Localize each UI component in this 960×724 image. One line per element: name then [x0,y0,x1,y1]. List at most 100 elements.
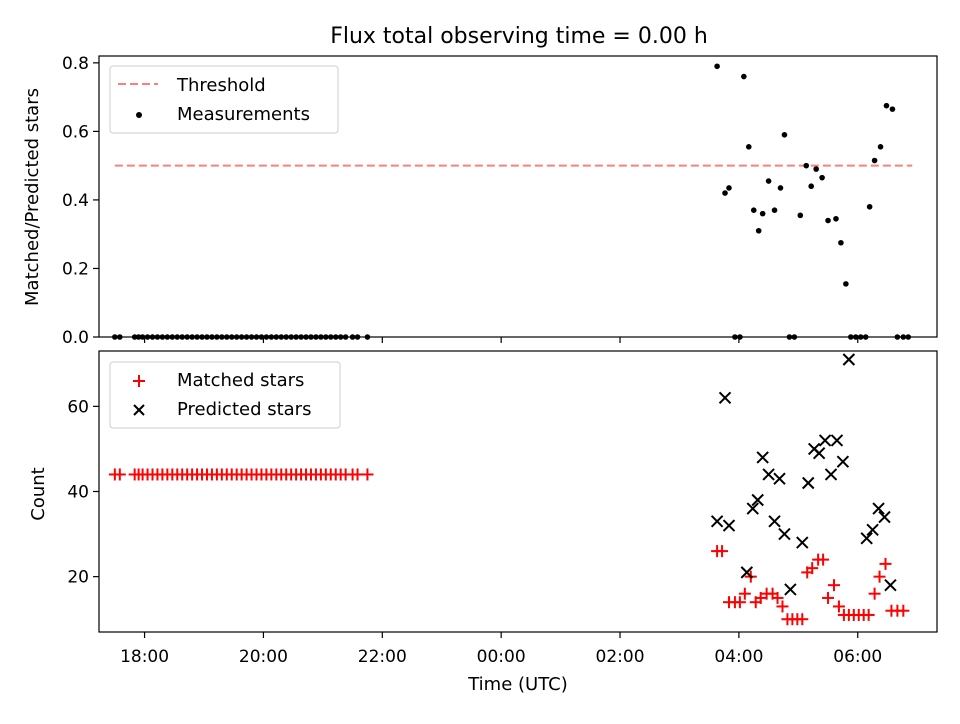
predicted-star-point [812,446,826,460]
measurement-point [877,144,884,150]
predicted-star-point [884,578,897,592]
chart-title: Flux total observing time = 0.00 h [330,24,708,49]
measurement-point [164,334,171,340]
measurement-point [737,334,743,340]
measurement-point [808,183,815,190]
measurement-point [327,334,334,340]
top-axes-frame [98,55,938,338]
measurement-point [857,334,864,340]
measurement-point [313,334,319,340]
measurement-point [243,334,250,340]
matched-star-point [822,591,835,604]
measurement-point [263,334,270,340]
bottom-legend-box [109,361,341,429]
measurement-point [318,334,324,340]
measurement-point [189,334,195,340]
measurement-point [135,334,142,340]
measurement-point [199,334,205,340]
top-ytick-label: 0.6 [62,122,89,142]
top-panel: 0.00.20.40.60.8 Matched/Predicted stars … [22,54,938,348]
measurement-point [268,334,275,340]
xtick-label: 06:00 [833,647,882,667]
measurement-point [848,334,854,340]
matched-star-point [897,604,910,617]
measurement-point [866,203,873,210]
xtick-label: 04:00 [714,647,763,667]
measurement-point [862,334,869,340]
xtick-label: 02:00 [596,647,645,667]
predicted-star-point [756,451,769,464]
top-ytick-label: 0.2 [62,259,89,279]
matched-legend-label: Matched stars [177,370,304,391]
measurement-point [194,334,200,340]
predicted-star-point [784,583,797,596]
measurement-point [293,334,299,340]
measurement-point [214,334,220,340]
matched-star-point [771,591,784,604]
measurement-point [131,334,138,340]
matched-star-point [832,600,845,613]
predicted-star-point [778,527,791,541]
measurement-point [112,334,118,340]
bottom-ytick-label: 60 [67,397,89,417]
measurement-point [204,334,210,340]
measurement-point [883,102,890,109]
measurement-point [741,73,747,80]
measurement-point [889,106,896,112]
measurement-point [149,334,156,340]
measurement-point [354,334,361,340]
measurement-point [714,63,720,70]
predicted-star-point [710,515,724,528]
measurement-point [209,334,215,340]
measurement-point [332,334,339,340]
measurement-point [253,334,260,340]
predicted-star-point [830,434,844,447]
predicted-legend-marker [133,404,145,416]
predicted-star-point [872,502,885,515]
threshold-legend-label: Threshold [176,75,266,96]
predicted-star-point [740,566,754,579]
measurement-point [323,334,329,340]
matched-star-point [716,545,729,558]
measurement-point [900,334,907,340]
matched-star-point [361,468,374,481]
measurement-point [248,334,255,340]
matched-star-point [873,570,886,583]
measurement-point [833,215,839,222]
measurement-point [819,174,825,181]
predicted-star-point [860,532,873,545]
measurement-point [771,207,778,214]
matched-star-point [827,579,840,592]
measurement-point [803,162,810,169]
measurement-point [179,334,186,340]
predicted-star-point [796,536,809,549]
matched-star-point [862,608,875,621]
measurement-point [894,334,901,340]
measurement-point [765,178,772,184]
measurement-point [308,334,314,340]
matched-legend-marker [133,375,145,387]
measurement-point [223,334,230,340]
predicted-star-point [746,502,759,515]
xtick-label: 18:00 [120,647,169,667]
bottom-legend: Matched stars Predicted stars [109,361,341,429]
matched-star-point [817,553,830,566]
measurement-point [825,217,831,224]
measurement-point [238,334,245,340]
predicted-star-point [836,455,850,468]
measurement-point [184,334,190,340]
measurement-point [871,157,878,164]
top-y-axis-label: Matched/Predicted stars [22,88,43,306]
measurement-point [797,212,804,219]
measurement-point [786,334,793,340]
predicted-star-point [878,510,891,524]
predicted-star-point [866,523,879,537]
measurement-point [722,190,728,196]
measurement-point [364,334,371,340]
bottom-ytick-label: 20 [67,568,89,588]
measurement-point [777,185,784,191]
measurement-point [144,334,151,340]
matched-star-point [879,557,892,570]
predicted-star-point [762,468,775,481]
